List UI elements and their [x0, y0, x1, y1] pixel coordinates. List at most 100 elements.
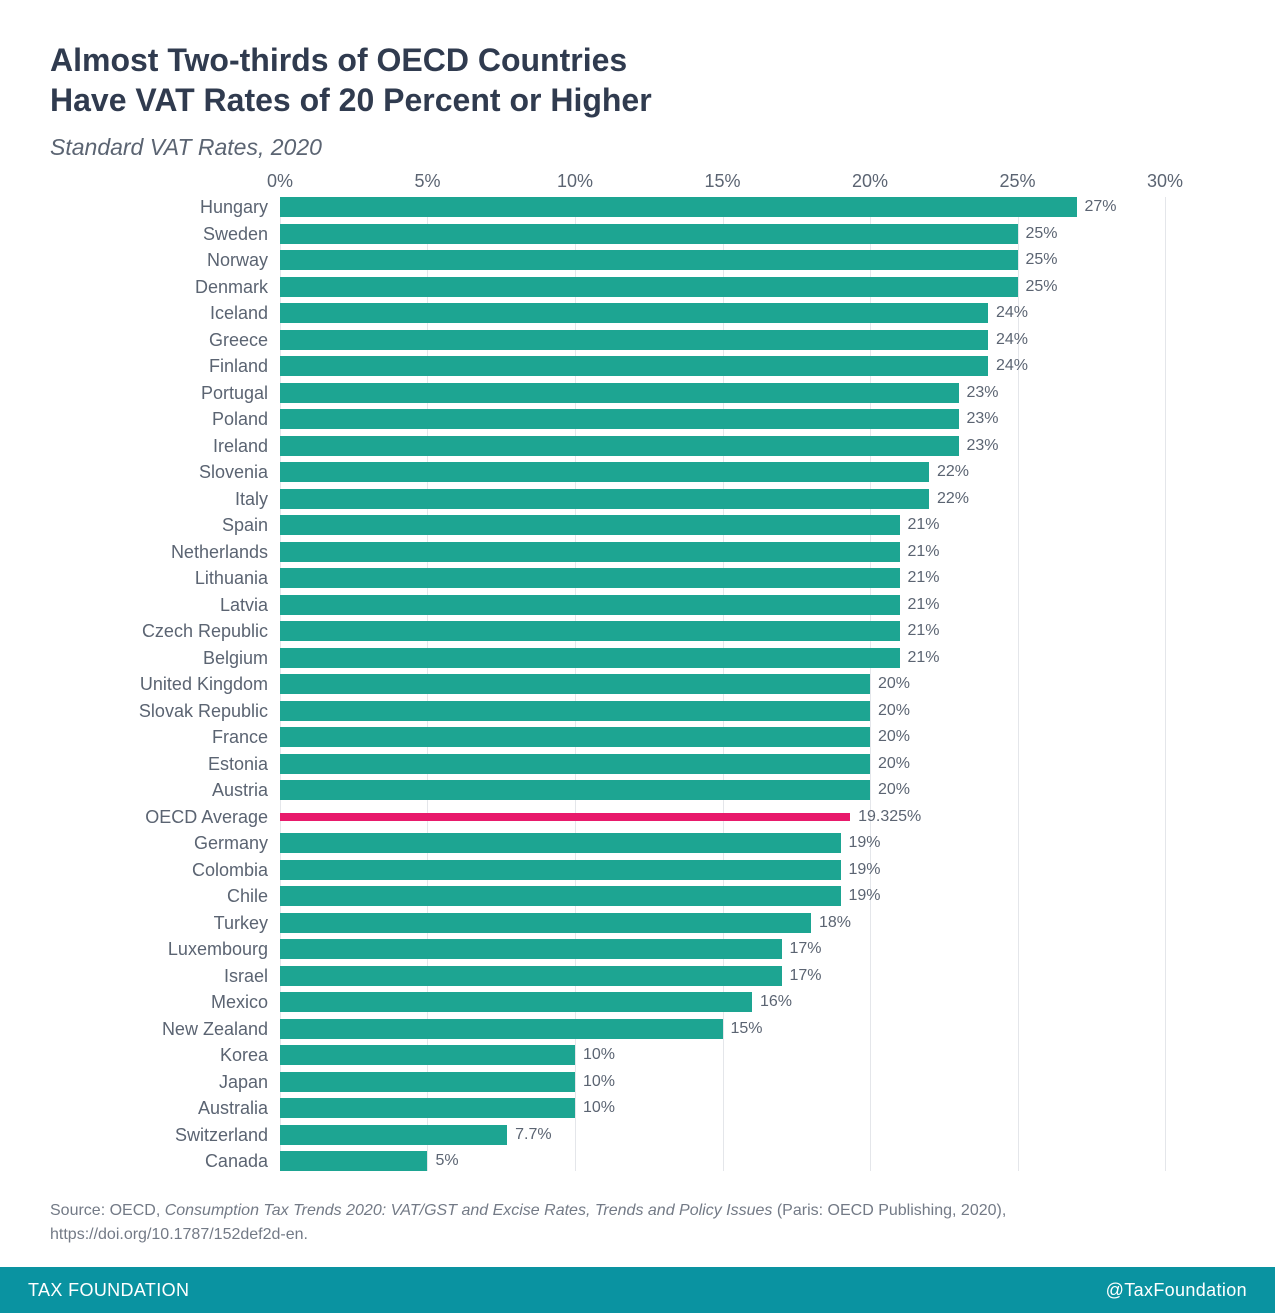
bar-fill [280, 462, 929, 482]
bar-track: 10% [280, 1045, 575, 1065]
bar-track: 17% [280, 939, 782, 959]
bar-value: 23% [967, 438, 999, 454]
bar-fill [280, 992, 752, 1012]
bar-value: 22% [937, 464, 969, 480]
bar-fill [280, 277, 1018, 297]
bar-label: Chile [227, 887, 268, 905]
bar-fill [280, 754, 870, 774]
bar-value: 25% [1026, 252, 1058, 268]
bar-row: Slovenia22% [280, 462, 1165, 482]
bar-fill [280, 833, 841, 853]
bar-row: Sweden25% [280, 224, 1165, 244]
bar-label: Colombia [192, 861, 268, 879]
bar-label: Estonia [208, 755, 268, 773]
bar-label: Japan [219, 1073, 268, 1091]
bar-fill [280, 966, 782, 986]
bar-label: Luxembourg [168, 940, 268, 958]
bar-track: 19% [280, 833, 841, 853]
bar-row: Luxembourg17% [280, 939, 1165, 959]
bar-value: 19% [849, 835, 881, 851]
bar-label: Israel [224, 967, 268, 985]
bar-track: 19.325% [280, 813, 850, 821]
bar-label: Ireland [213, 437, 268, 455]
bar-row: Italy22% [280, 489, 1165, 509]
bar-value: 10% [583, 1074, 615, 1090]
bar-track: 25% [280, 224, 1018, 244]
x-axis-tick: 25% [999, 171, 1035, 192]
bar-fill [280, 648, 900, 668]
bar-row: Mexico16% [280, 992, 1165, 1012]
bar-fill [280, 1098, 575, 1118]
bar-fill [280, 727, 870, 747]
bar-fill [280, 515, 900, 535]
bar-fill [280, 330, 988, 350]
bar-row: Turkey18% [280, 913, 1165, 933]
bar-row: Finland24% [280, 356, 1165, 376]
bar-row: Korea10% [280, 1045, 1165, 1065]
x-axis-tick: 0% [267, 171, 293, 192]
bar-value: 18% [819, 915, 851, 931]
bar-label: Norway [207, 251, 268, 269]
bar-value: 21% [908, 623, 940, 639]
bar-track: 17% [280, 966, 782, 986]
bar-value: 15% [731, 1021, 763, 1037]
bar-track: 20% [280, 701, 870, 721]
bar-track: 23% [280, 383, 959, 403]
bar-value: 22% [937, 491, 969, 507]
bar-track: 23% [280, 409, 959, 429]
bar-track: 16% [280, 992, 752, 1012]
bar-row: Colombia19% [280, 860, 1165, 880]
bar-track: 24% [280, 303, 988, 323]
bar-track: 23% [280, 436, 959, 456]
bar-row: New Zealand15% [280, 1019, 1165, 1039]
bar-row: France20% [280, 727, 1165, 747]
bar-track: 21% [280, 515, 900, 535]
bar-track: 20% [280, 674, 870, 694]
bar-label: Mexico [211, 993, 268, 1011]
bar-track: 10% [280, 1098, 575, 1118]
bar-label: Finland [209, 357, 268, 375]
bar-fill [280, 250, 1018, 270]
bar-value: 10% [583, 1047, 615, 1063]
bar-fill [280, 701, 870, 721]
bar-fill [280, 489, 929, 509]
bar-row: Slovak Republic20% [280, 701, 1165, 721]
bar-value: 17% [790, 941, 822, 957]
bar-fill [280, 1045, 575, 1065]
bar-fill [280, 621, 900, 641]
footer-brand: TAX FOUNDATION [28, 1280, 189, 1301]
bar-value: 16% [760, 994, 792, 1010]
bar-row: Austria20% [280, 780, 1165, 800]
bar-track: 21% [280, 595, 900, 615]
bar-value: 17% [790, 968, 822, 984]
bar-value: 25% [1026, 226, 1058, 242]
bar-row: Greece24% [280, 330, 1165, 350]
bars-region: Hungary27%Sweden25%Norway25%Denmark25%Ic… [280, 197, 1165, 1171]
bar-row: United Kingdom20% [280, 674, 1165, 694]
bar-label: Netherlands [171, 543, 268, 561]
bar-label: Turkey [214, 914, 268, 932]
bar-track: 15% [280, 1019, 723, 1039]
bar-fill [280, 224, 1018, 244]
bar-track: 20% [280, 727, 870, 747]
bar-value: 23% [967, 385, 999, 401]
bar-label: Germany [194, 834, 268, 852]
bar-label: Belgium [203, 649, 268, 667]
bar-label: Korea [220, 1046, 268, 1064]
bar-row: Iceland24% [280, 303, 1165, 323]
bar-row: OECD Average19.325% [280, 807, 1165, 827]
source-prefix: Source: OECD, [50, 1202, 165, 1219]
bar-label: France [212, 728, 268, 746]
bar-value: 19.325% [858, 809, 921, 825]
bar-fill [280, 383, 959, 403]
bar-row: Lithuania21% [280, 568, 1165, 588]
bar-label: Switzerland [175, 1126, 268, 1144]
bar-value: 7.7% [515, 1127, 551, 1143]
bar-label: Canada [205, 1152, 268, 1170]
bar-fill [280, 409, 959, 429]
bar-value: 27% [1085, 199, 1117, 215]
bar-label: Spain [222, 516, 268, 534]
bar-value: 21% [908, 570, 940, 586]
bar-value: 24% [996, 332, 1028, 348]
bar-label: Sweden [203, 225, 268, 243]
